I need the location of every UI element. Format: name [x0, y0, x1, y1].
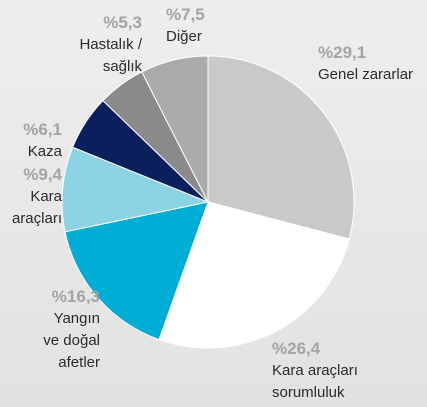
- slice-label: %16,3 Yangın ve doğal afetler: [0, 286, 100, 374]
- category-label: Genel zararlar: [318, 66, 414, 83]
- value-label: %7,5: [166, 5, 205, 24]
- value-label: %26,4: [272, 339, 321, 358]
- category-label: Diğer: [166, 28, 202, 45]
- pie-slice: [207, 55, 355, 240]
- category-label: Hastalık / sağlık: [79, 36, 142, 75]
- slice-label: %5,3 Hastalık / sağlık: [0, 12, 142, 78]
- slice-label: %9,4 Kara araçları: [0, 164, 62, 230]
- value-label: %9,4: [23, 165, 62, 184]
- value-label: %6,1: [23, 120, 62, 139]
- category-label: Kara araçları sorumluluk: [272, 362, 358, 401]
- value-label: %29,1: [318, 43, 367, 62]
- value-label: %16,3: [51, 287, 100, 306]
- category-label: Kara araçları: [11, 188, 62, 227]
- value-label: %5,3: [103, 13, 142, 32]
- slice-label: %7,5 Diğer: [166, 4, 316, 48]
- slice-label: %26,4 Kara araçları sorumluluk: [272, 338, 422, 404]
- pie-slice: [141, 55, 209, 203]
- slice-label: %6,1 Kaza: [0, 119, 62, 163]
- pie-slice: [158, 201, 350, 349]
- pie-slice: [61, 146, 210, 233]
- slice-label: %29,1 Genel zararlar: [318, 42, 427, 86]
- category-label: Yangın ve doğal afetler: [43, 310, 100, 371]
- category-label: Kaza: [27, 143, 62, 160]
- pie-slice: [64, 201, 209, 341]
